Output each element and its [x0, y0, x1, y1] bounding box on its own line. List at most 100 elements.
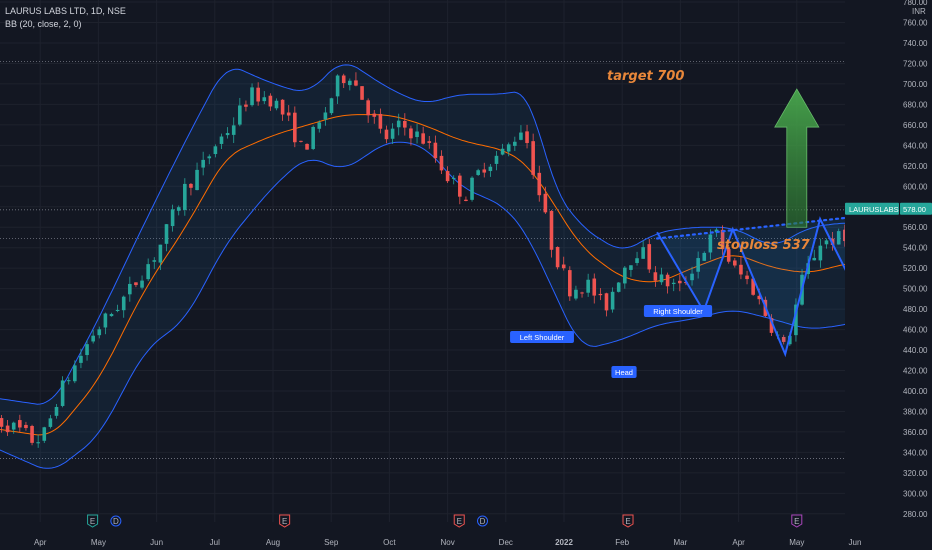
- candle-body: [671, 282, 676, 285]
- candle-body: [121, 296, 126, 311]
- price-tick-label: 600.00: [903, 182, 928, 191]
- candle-body: [439, 155, 444, 171]
- candle-body: [140, 280, 144, 288]
- candle-body: [451, 177, 456, 179]
- candle-body: [256, 87, 260, 102]
- candle-body: [836, 231, 841, 245]
- currency-label: INR: [912, 7, 926, 16]
- symbol-title[interactable]: LAURUS LABS LTD, 1D, NSE: [5, 6, 126, 16]
- time-tick-label: Dec: [499, 538, 513, 547]
- candle-body: [506, 144, 511, 152]
- time-tick-label: Jun: [150, 538, 163, 547]
- price-tick-label: 500.00: [903, 285, 928, 294]
- candle-body: [843, 229, 847, 242]
- candle-body: [311, 126, 315, 149]
- candle-body: [415, 131, 419, 138]
- candle-body: [24, 424, 28, 429]
- upper-band-line: [0, 64, 925, 405]
- candle-body: [317, 122, 322, 129]
- candle-body: [372, 113, 377, 117]
- candle-body: [708, 234, 713, 253]
- time-tick-label: May: [91, 538, 106, 547]
- candle-body: [745, 275, 749, 280]
- candle-body: [396, 120, 401, 128]
- candle-body: [11, 422, 16, 430]
- candle-body: [537, 172, 542, 196]
- candle-body: [335, 75, 340, 97]
- candle-body: [818, 245, 823, 261]
- price-tick-label: 640.00: [903, 141, 928, 150]
- grid-lines: [0, 0, 856, 522]
- price-tick-label: 280.00: [903, 510, 928, 519]
- candle-body: [366, 100, 370, 116]
- price-axis[interactable]: 760.00 740.00 720.00 700.00 680.00 660.00 640.…: [845, 0, 932, 550]
- price-tick-label: 620.00: [903, 162, 928, 171]
- event-letter: E: [794, 517, 799, 526]
- right-shoulder-label-box: [643, 305, 713, 317]
- candle-body: [225, 133, 230, 136]
- earnings-marker: [791, 514, 803, 528]
- candle-body: [561, 264, 566, 269]
- candle-body: [262, 97, 267, 102]
- event-letter: E: [457, 517, 462, 526]
- candle-body: [568, 270, 572, 297]
- target-arrow: [774, 88, 820, 228]
- candle-body: [421, 133, 425, 144]
- candle-body: [525, 131, 529, 144]
- event-letter: E: [282, 517, 287, 526]
- left-shoulder-label-box: [510, 331, 574, 343]
- candle-body: [739, 264, 743, 275]
- time-axis[interactable]: Apr May Jun Jul Aug Sep Oct Nov Dec 2022 Feb Mar Apr…: [0, 536, 861, 550]
- band-fill: [0, 64, 925, 469]
- candle-body: [85, 344, 89, 356]
- price-tick-label: 720.00: [903, 59, 928, 68]
- candle-body: [733, 260, 737, 266]
- candle-body: [635, 258, 639, 263]
- time-tick-label: Apr: [34, 538, 47, 547]
- candle-body: [299, 140, 303, 142]
- head-label-box: [611, 366, 637, 378]
- candle-body: [464, 199, 468, 202]
- candle-body: [720, 229, 725, 250]
- time-axis-bg: [0, 536, 845, 550]
- candle-body: [115, 309, 120, 311]
- earnings-marker: [279, 514, 291, 528]
- dividend-marker: [477, 515, 489, 527]
- candle-body: [726, 249, 731, 262]
- candle-body: [158, 244, 163, 263]
- candle-body: [280, 99, 285, 115]
- candle-body: [18, 420, 22, 428]
- time-tick-label: Feb: [615, 538, 629, 547]
- candle-body: [647, 244, 652, 270]
- candle-body: [812, 257, 817, 261]
- candle-body: [616, 282, 621, 292]
- indicator-label[interactable]: BB (20, close, 2, 0): [5, 19, 82, 29]
- candle-body: [305, 143, 309, 150]
- candle-body: [231, 125, 236, 135]
- stoploss-label: stoploss 537: [717, 238, 811, 253]
- candle-body: [183, 183, 187, 210]
- price-tick-label: 340.00: [903, 448, 928, 457]
- candle-body: [586, 279, 590, 293]
- candle-body: [286, 112, 291, 116]
- candle-body: [201, 159, 205, 168]
- bollinger-band-fill: [0, 64, 925, 469]
- candle-body: [623, 267, 627, 284]
- candle-body: [268, 95, 273, 107]
- time-tick-label: Oct: [383, 538, 396, 547]
- earnings-marker: [453, 514, 465, 528]
- candle-body: [293, 112, 297, 143]
- candle-body: [42, 427, 47, 441]
- time-tick-label: Apr: [732, 538, 745, 547]
- price-tick-label: 700.00: [903, 80, 928, 89]
- candle-body: [91, 335, 95, 342]
- candle-body: [488, 166, 493, 172]
- candle-body: [36, 442, 40, 444]
- candle-body: [549, 211, 554, 250]
- time-tick-label: Jul: [210, 538, 220, 547]
- time-tick-label: Jun: [849, 538, 862, 547]
- candle-body: [458, 175, 462, 197]
- candle-body: [213, 146, 218, 155]
